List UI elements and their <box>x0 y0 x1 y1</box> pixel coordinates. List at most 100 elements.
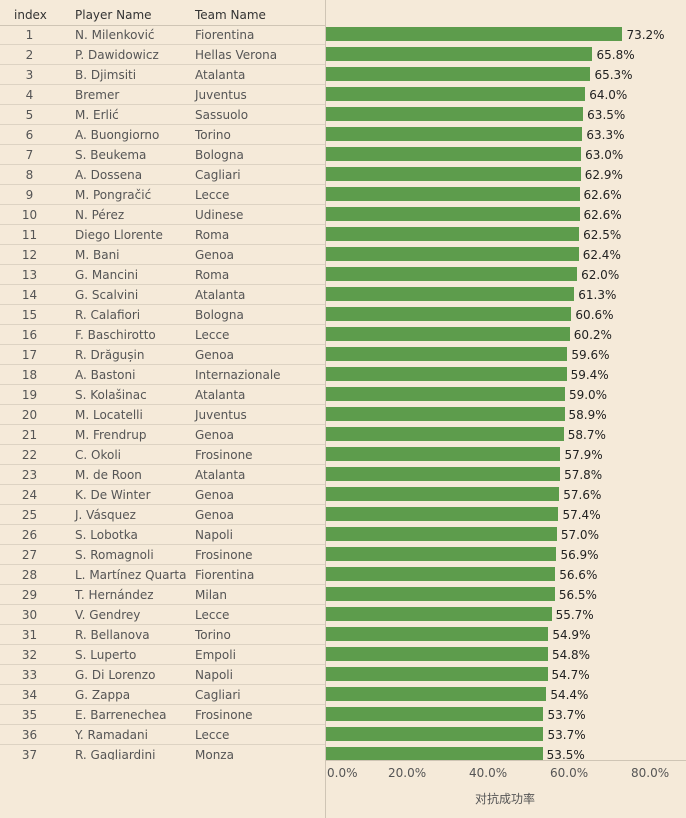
team-name: Napoli <box>195 668 233 682</box>
bar <box>326 47 593 61</box>
bar-value-label: 62.4% <box>582 248 621 262</box>
player-name: S. Luperto <box>75 648 137 662</box>
bar-value-label: 57.0% <box>560 528 599 542</box>
row-index: 1 <box>25 28 34 42</box>
team-name: Lecce <box>195 608 230 622</box>
bar-value-label: 63.3% <box>586 128 625 142</box>
bar-value-label: 54.4% <box>550 688 589 702</box>
row-divider <box>0 244 325 245</box>
row-divider <box>0 204 325 205</box>
header-team-name: Team Name <box>195 8 266 22</box>
bar <box>326 527 557 541</box>
row-divider <box>0 384 325 385</box>
row-divider <box>0 664 325 665</box>
row-index: 10 <box>21 208 38 222</box>
player-name: N. Milenković <box>75 28 155 42</box>
row-index: 4 <box>25 88 34 102</box>
bar-value-label: 57.4% <box>562 508 601 522</box>
bar-value-label: 54.9% <box>552 628 591 642</box>
bar <box>326 87 586 101</box>
header-player-name: Player Name <box>75 8 152 22</box>
team-name: Sassuolo <box>195 108 249 122</box>
row-index: 7 <box>25 148 34 162</box>
row-divider <box>0 624 325 625</box>
team-name: Torino <box>195 128 231 142</box>
x-tick-label: 60.0% <box>550 766 589 780</box>
team-name: Fiorentina <box>195 28 255 42</box>
team-name: Atalanta <box>195 288 246 302</box>
player-name: S. Beukema <box>75 148 147 162</box>
team-name: Frosinone <box>195 448 253 462</box>
player-name: Bremer <box>75 88 120 102</box>
team-name: Lecce <box>195 728 230 742</box>
row-index: 24 <box>21 488 38 502</box>
team-name: Lecce <box>195 328 230 342</box>
table-row: 15 R. Calafiori Bologna 60.6% <box>0 305 686 325</box>
bar <box>326 467 561 481</box>
table-row: 28 L. Martínez Quarta Fiorentina 56.6% <box>0 565 686 585</box>
bar <box>326 667 548 681</box>
table-row: 4 Bremer Juventus 64.0% <box>0 85 686 105</box>
row-index: 25 <box>21 508 38 522</box>
bar <box>326 67 591 81</box>
bar-value-label: 53.7% <box>547 728 586 742</box>
player-name: R. Calafiori <box>75 308 141 322</box>
bar <box>326 627 549 641</box>
player-name: V. Gendrey <box>75 608 141 622</box>
bar <box>326 107 584 121</box>
row-index: 16 <box>21 328 38 342</box>
table-row: 27 S. Romagnoli Frosinone 56.9% <box>0 545 686 565</box>
player-name: S. Kolašinac <box>75 388 147 402</box>
row-index: 2 <box>25 48 34 62</box>
row-index: 26 <box>21 528 38 542</box>
player-name: A. Bastoni <box>75 368 136 382</box>
row-index: 14 <box>21 288 38 302</box>
bar <box>326 647 548 661</box>
table-row: 21 M. Frendrup Genoa 58.7% <box>0 425 686 445</box>
row-index: 30 <box>21 608 38 622</box>
bar <box>326 547 557 561</box>
table-row: 22 C. Okoli Frosinone 57.9% <box>0 445 686 465</box>
bar <box>326 167 581 181</box>
row-divider <box>0 344 325 345</box>
player-name: M. Pongračić <box>75 188 152 202</box>
row-divider <box>0 404 325 405</box>
bar-value-label: 58.9% <box>568 408 607 422</box>
row-index: 32 <box>21 648 38 662</box>
bar-value-label: 54.7% <box>551 668 590 682</box>
player-name: A. Buongiorno <box>75 128 160 142</box>
player-name: Diego Llorente <box>75 228 163 242</box>
team-name: Bologna <box>195 308 244 322</box>
row-index: 8 <box>25 168 34 182</box>
row-index: 27 <box>21 548 38 562</box>
team-name: Fiorentina <box>195 568 255 582</box>
row-index: 31 <box>21 628 38 642</box>
table-row: 33 G. Di Lorenzo Napoli 54.7% <box>0 665 686 685</box>
team-name: Cagliari <box>195 688 241 702</box>
table-row: 23 M. de Roon Atalanta 57.8% <box>0 465 686 485</box>
row-divider <box>0 744 325 745</box>
row-divider <box>0 164 325 165</box>
row-divider <box>0 644 325 645</box>
row-index: 9 <box>25 188 34 202</box>
bar-value-label: 65.3% <box>594 68 633 82</box>
bar <box>326 607 552 621</box>
player-name: G. Mancini <box>75 268 139 282</box>
bar-value-label: 62.6% <box>583 208 622 222</box>
bar-value-label: 65.8% <box>596 48 635 62</box>
row-index: 12 <box>21 248 38 262</box>
table-header: index Player Name Team Name <box>0 0 686 25</box>
row-index: 28 <box>21 568 38 582</box>
table-row: 1 N. Milenković Fiorentina 73.2% <box>0 25 686 45</box>
bar <box>326 687 547 701</box>
bar <box>326 747 543 760</box>
player-name: S. Romagnoli <box>75 548 154 562</box>
player-name: S. Lobotka <box>75 528 138 542</box>
table-row: 5 M. Erlić Sassuolo 63.5% <box>0 105 686 125</box>
team-name: Cagliari <box>195 168 241 182</box>
row-index: 13 <box>21 268 38 282</box>
bar-value-label: 62.0% <box>581 268 620 282</box>
team-name: Genoa <box>195 248 234 262</box>
player-name: N. Pérez <box>75 208 125 222</box>
team-name: Frosinone <box>195 708 253 722</box>
